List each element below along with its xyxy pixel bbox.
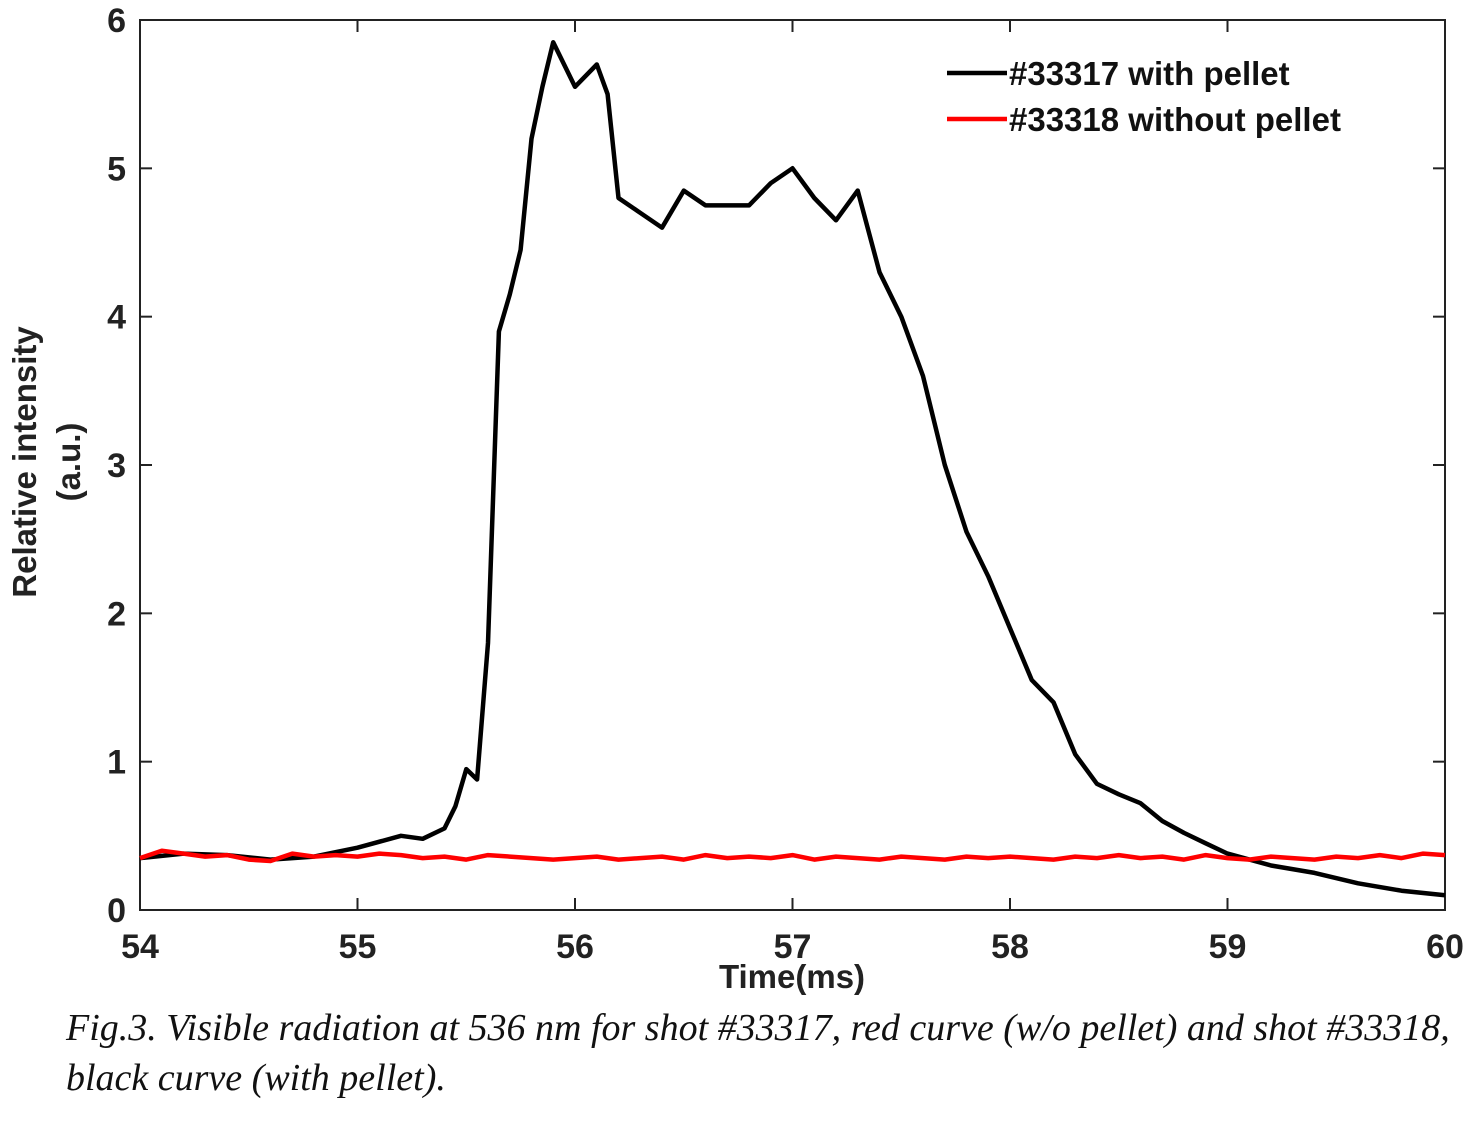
x-tick-label: 59 [1209,928,1247,966]
series-lines [139,40,1446,898]
legend-label-1: #33317 with pellet [1009,55,1290,92]
series-line-2 [139,848,1446,864]
series-line-1 [139,40,1446,898]
x-tick-label: 60 [1426,928,1464,966]
y-axis-label: Relative intensity (a.u.) [6,326,87,598]
x-axis-label: Time(ms) [719,958,865,995]
x-tick-label: 55 [339,928,377,966]
y-tick-label: 4 [107,299,126,337]
y-tick-label: 5 [107,150,126,188]
svg-text:Relative intensity(a.u.): Relative intensity (a.u.) [6,326,87,598]
legend: #33317 with pellet #33318 without pellet [947,55,1341,138]
y-tick-label: 3 [107,447,126,485]
x-tick-label: 56 [556,928,594,966]
y-tick-label: 1 [107,744,126,782]
x-tick-label: 54 [121,928,159,966]
plot-area [139,19,1446,911]
x-tick-label: 57 [774,928,812,966]
y-tick-label: 2 [107,595,126,633]
y-tick-label: 6 [107,2,126,40]
figure-caption: Fig.3. Visible radiation at 536 nm for s… [66,1007,1450,1099]
legend-label-2: #33318 without pellet [1009,101,1341,138]
y-tick-label: 0 [107,892,126,930]
x-tick-label: 58 [991,928,1029,966]
